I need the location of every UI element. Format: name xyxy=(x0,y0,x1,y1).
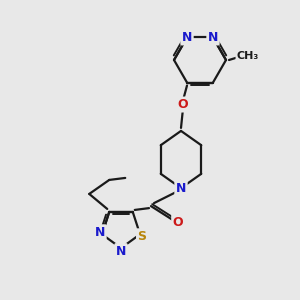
Text: N: N xyxy=(176,182,186,195)
Text: O: O xyxy=(173,216,183,229)
Text: N: N xyxy=(116,244,126,258)
Text: N: N xyxy=(208,31,218,44)
Text: N: N xyxy=(95,226,105,239)
Text: CH₃: CH₃ xyxy=(237,51,259,61)
Text: N: N xyxy=(182,31,192,44)
Text: O: O xyxy=(178,98,188,111)
Text: S: S xyxy=(137,230,146,243)
